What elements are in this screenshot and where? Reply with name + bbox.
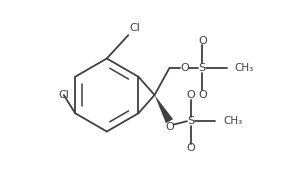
Text: Cl: Cl bbox=[129, 23, 140, 33]
Text: O: O bbox=[180, 63, 189, 73]
Text: O: O bbox=[198, 36, 207, 46]
Text: S: S bbox=[199, 63, 206, 73]
Text: O: O bbox=[198, 90, 207, 100]
Text: S: S bbox=[187, 116, 195, 126]
Text: O: O bbox=[165, 122, 174, 132]
Text: O: O bbox=[187, 143, 195, 153]
Text: CH₃: CH₃ bbox=[223, 116, 242, 126]
Polygon shape bbox=[155, 95, 173, 123]
Text: CH₃: CH₃ bbox=[234, 63, 253, 73]
Text: Cl: Cl bbox=[58, 90, 69, 100]
Text: O: O bbox=[187, 90, 195, 100]
